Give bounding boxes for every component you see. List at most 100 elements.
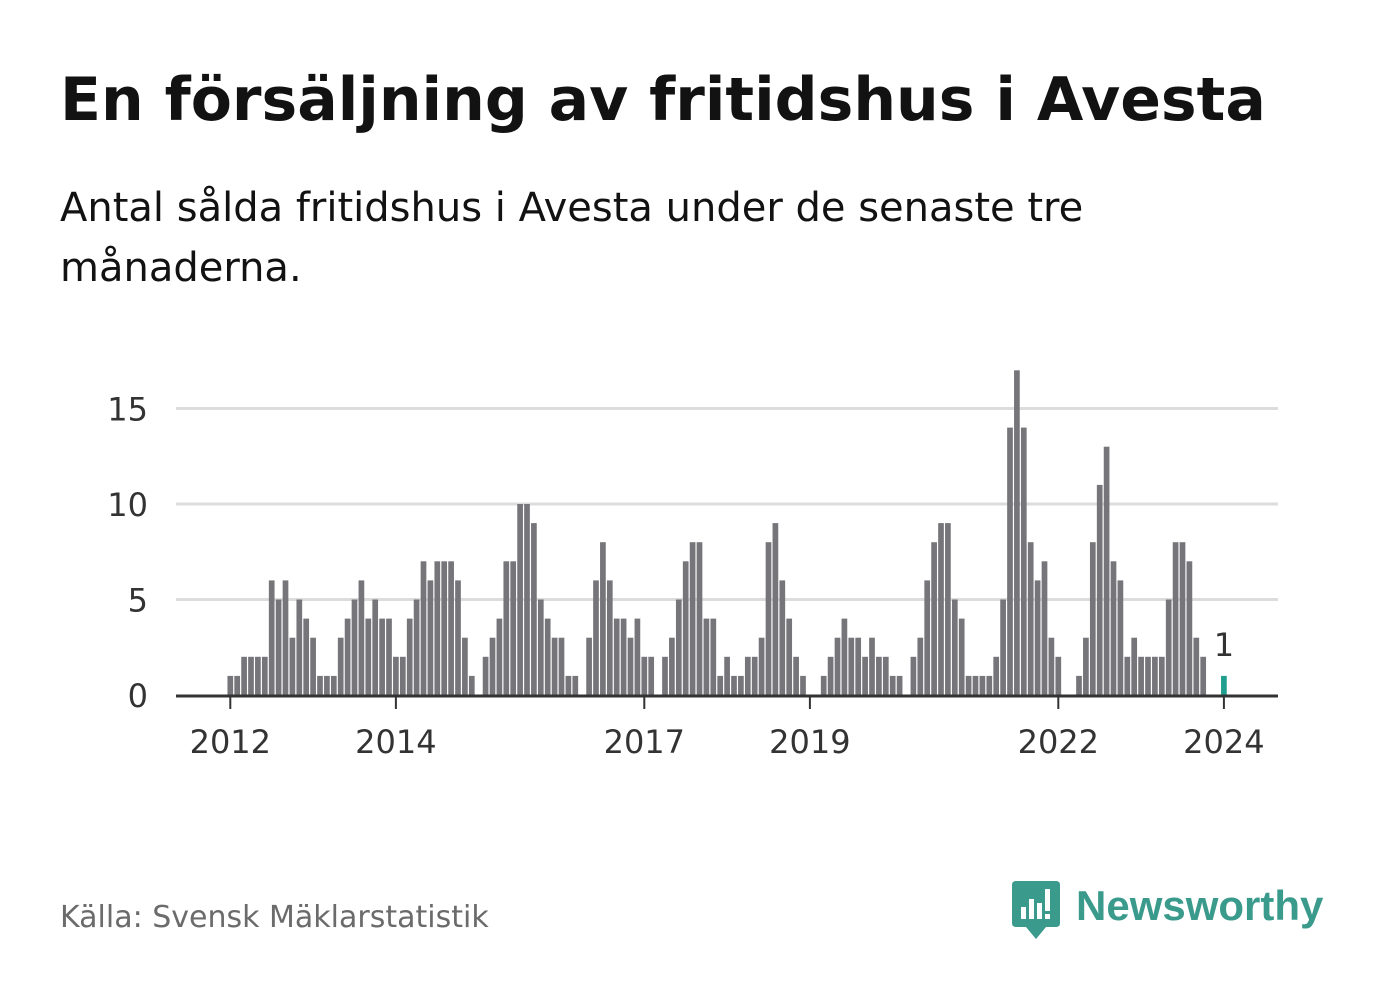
bar xyxy=(330,675,337,695)
bar xyxy=(751,656,758,695)
bar xyxy=(696,542,703,695)
x-tick-label: 2024 xyxy=(1183,723,1264,761)
bar xyxy=(1138,656,1144,695)
bar xyxy=(689,542,696,695)
bar xyxy=(1200,656,1207,695)
bar xyxy=(1103,446,1110,695)
newsworthy-logo-icon xyxy=(1012,881,1060,939)
brand-name: Newsworthy xyxy=(1076,882,1324,929)
bar xyxy=(261,656,268,695)
bar xyxy=(310,637,316,695)
bar xyxy=(1117,580,1124,695)
bar xyxy=(413,599,420,695)
bar xyxy=(1027,542,1034,695)
bar xyxy=(710,618,717,695)
bar xyxy=(358,580,365,695)
bar xyxy=(379,618,385,695)
bar xyxy=(641,656,648,695)
x-axis-ticks: 2012 2014 2017 2019 2022 2024 xyxy=(190,697,1265,761)
bar xyxy=(827,656,834,695)
bar xyxy=(427,580,434,695)
bar xyxy=(1020,427,1027,695)
bar xyxy=(399,656,406,695)
bar xyxy=(1014,370,1020,695)
bar xyxy=(938,523,944,695)
bar xyxy=(586,637,592,695)
bar xyxy=(324,675,330,695)
bar xyxy=(889,675,896,695)
bar xyxy=(986,675,993,695)
bar xyxy=(1089,542,1096,695)
bar xyxy=(593,580,599,695)
bar xyxy=(524,504,530,695)
bar xyxy=(606,580,613,695)
bar xyxy=(1145,656,1151,695)
chart-subtitle: Antal sålda fritidshus i Avesta under de… xyxy=(60,185,1084,291)
source-note: Källa: Svensk Mäklarstatistik xyxy=(60,900,489,935)
bar xyxy=(1152,656,1158,695)
bar xyxy=(496,618,503,695)
bar xyxy=(1007,427,1013,695)
chart-title: En försäljning av fritidshus i Avesta xyxy=(60,65,1266,135)
highlight-bar xyxy=(1221,675,1227,695)
bar xyxy=(1034,580,1041,695)
bar xyxy=(234,675,241,695)
bar xyxy=(627,637,634,695)
y-tick-label: 15 xyxy=(107,391,148,429)
bar xyxy=(317,675,323,695)
bar xyxy=(910,656,917,695)
bar xyxy=(882,656,889,695)
bar xyxy=(855,637,862,695)
x-tick-label: 2012 xyxy=(190,723,271,761)
bar xyxy=(303,618,310,695)
bar xyxy=(1158,656,1165,695)
bar xyxy=(820,675,827,695)
bar xyxy=(275,599,282,695)
bar xyxy=(669,637,675,695)
bar xyxy=(648,656,655,695)
bar xyxy=(945,523,951,695)
bar xyxy=(744,656,751,695)
bar xyxy=(531,523,537,695)
bar xyxy=(620,618,627,695)
bar xyxy=(434,561,441,695)
bar xyxy=(1083,637,1089,695)
bar xyxy=(227,675,234,695)
bar xyxy=(924,580,931,695)
bar xyxy=(282,580,289,695)
bar xyxy=(931,542,937,695)
y-tick-label: 0 xyxy=(128,677,148,715)
bar xyxy=(600,542,606,695)
bar xyxy=(1055,656,1062,695)
bar xyxy=(758,637,765,695)
bar xyxy=(248,656,254,695)
bar xyxy=(372,599,379,695)
bar xyxy=(365,618,372,695)
bar xyxy=(241,656,247,695)
bar xyxy=(779,580,786,695)
bar xyxy=(1179,542,1186,695)
bar xyxy=(613,618,620,695)
bar xyxy=(772,523,779,695)
bar xyxy=(682,561,689,695)
bar xyxy=(482,656,489,695)
bar xyxy=(1076,675,1082,695)
bar xyxy=(1165,599,1172,695)
bar xyxy=(455,580,461,695)
bar xyxy=(489,637,496,695)
bar xyxy=(703,618,710,695)
bar xyxy=(965,675,972,695)
bar xyxy=(551,637,558,695)
bar xyxy=(876,656,882,695)
bar xyxy=(834,637,841,695)
bar xyxy=(565,675,572,695)
bar xyxy=(848,637,855,695)
bar xyxy=(296,599,303,695)
bar xyxy=(896,675,903,695)
bar xyxy=(724,656,730,695)
bar xyxy=(468,675,475,695)
bar xyxy=(510,561,517,695)
x-tick-label: 2022 xyxy=(1018,723,1099,761)
bar xyxy=(1124,656,1131,695)
